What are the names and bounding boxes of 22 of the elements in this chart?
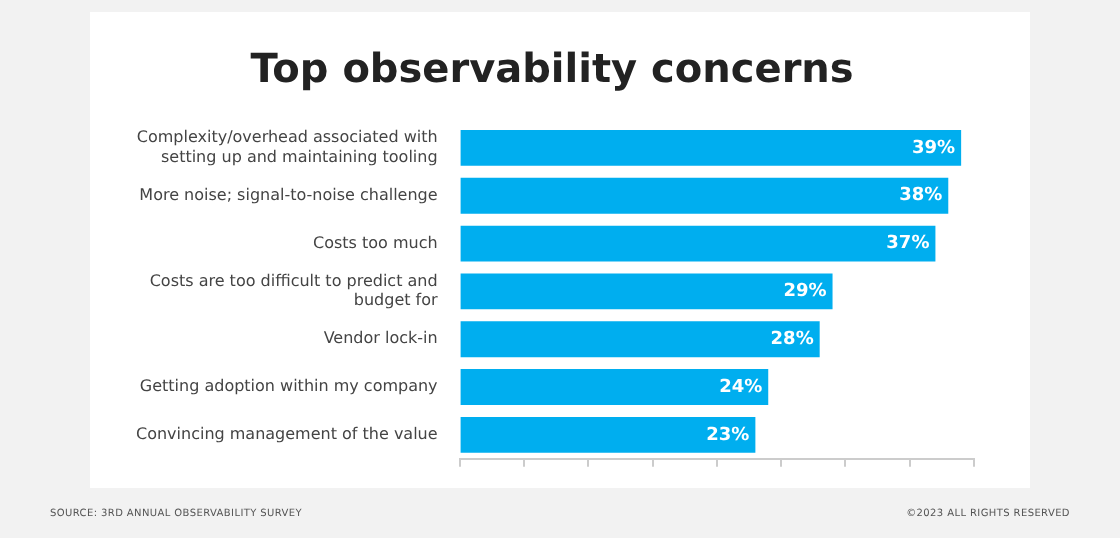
data-label: 39% (912, 138, 956, 159)
y-tick-label: Convincing management of the value (135, 425, 438, 444)
y-tick-label: Getting adoption within my company (139, 377, 439, 396)
bar (460, 129, 962, 166)
y-tick-label: Costs too much (313, 233, 438, 252)
data-label: 23% (706, 425, 750, 446)
bar (460, 321, 820, 358)
data-label: 38% (899, 186, 943, 207)
data-label: 29% (783, 282, 827, 303)
data-label: 37% (886, 234, 930, 255)
y-tick-label: Complexity/overhead associated with setting up and maintaining tooling (136, 128, 438, 166)
bar (460, 416, 756, 453)
bar (460, 177, 949, 214)
bar (460, 369, 769, 405)
bar (460, 225, 936, 262)
data-label: 24% (719, 377, 763, 398)
data-label: 28% (770, 329, 814, 350)
bar (460, 273, 833, 310)
y-tick-label: Costs are too difficult to predict and budget for (149, 271, 440, 310)
y-tick-label: More noise; signal-to-noise challenge (139, 185, 438, 204)
chart-title: Top observability concerns (250, 44, 854, 93)
y-tick-label: Vendor lock-in (323, 329, 438, 348)
